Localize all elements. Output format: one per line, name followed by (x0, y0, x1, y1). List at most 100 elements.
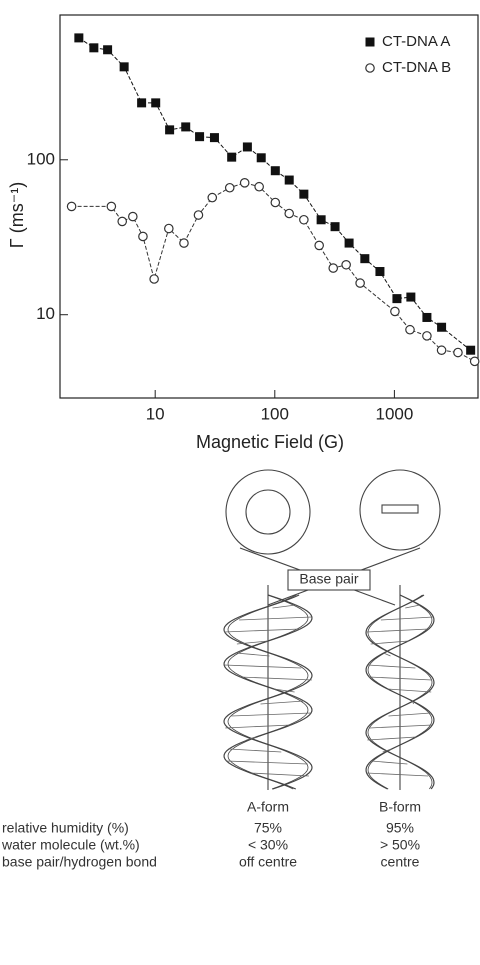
marker (366, 38, 375, 47)
marker (118, 217, 126, 225)
marker (329, 264, 337, 272)
marker (226, 184, 234, 192)
y-tick-label: 100 (27, 149, 55, 168)
row-cell: > 50% (380, 837, 420, 853)
marker (454, 348, 462, 356)
marker (422, 313, 431, 322)
base-rung (367, 773, 429, 776)
marker (271, 166, 280, 175)
marker (180, 239, 188, 247)
marker (129, 212, 137, 220)
base-rung (261, 701, 304, 704)
marker (255, 183, 263, 191)
marker (165, 224, 173, 232)
marker (391, 307, 399, 315)
b-form-ring (360, 470, 440, 550)
row-label: water molecule (wt.%) (1, 837, 140, 853)
marker (165, 125, 174, 134)
base-rung (384, 653, 391, 656)
marker (437, 323, 446, 332)
base-rung (231, 713, 311, 716)
a-form-ring (226, 470, 310, 554)
row-cell: centre (381, 854, 420, 870)
marker (375, 267, 384, 276)
marker (67, 202, 75, 210)
marker (299, 190, 308, 199)
marker (257, 153, 266, 162)
base-rung (368, 665, 416, 668)
row-cell: 75% (254, 820, 282, 836)
marker (243, 142, 252, 151)
marker (285, 176, 294, 185)
x-axis-title: Magnetic Field (G) (196, 432, 344, 452)
base-rung (388, 689, 432, 692)
base-rung (369, 677, 432, 680)
base-rung (370, 725, 433, 728)
row-cell: off centre (239, 854, 297, 870)
x-tick-label: 100 (261, 404, 289, 423)
y-axis-title: Γ (ms⁻¹) (7, 182, 27, 248)
base-rung (240, 677, 312, 680)
marker (356, 279, 364, 287)
marker (271, 198, 279, 206)
marker (120, 62, 129, 71)
marker (285, 209, 293, 217)
marker (406, 293, 415, 302)
row-cell: 95% (386, 820, 414, 836)
callout-label: Base pair (299, 571, 358, 587)
base-rung (224, 665, 301, 668)
marker (470, 357, 478, 365)
marker (208, 193, 216, 201)
base-rung (225, 725, 291, 728)
base-rung (236, 653, 270, 656)
base-rung (273, 605, 296, 608)
base-rung (371, 761, 407, 764)
base-rung (389, 713, 431, 716)
row-label: base pair/hydrogen bond (2, 854, 157, 870)
series-line (72, 183, 475, 361)
marker (103, 45, 112, 54)
marker (466, 346, 475, 355)
legend-label: CT-DNA B (382, 59, 451, 76)
row-label: relative humidity (%) (2, 820, 129, 836)
y-tick-label: 10 (36, 304, 55, 323)
b-form-base (382, 505, 418, 513)
x-tick-label: 1000 (375, 404, 413, 423)
base-rung (367, 629, 429, 632)
marker (227, 153, 236, 162)
marker (366, 64, 374, 72)
marker (195, 132, 204, 141)
base-rung (239, 617, 312, 620)
legend-label: CT-DNA A (382, 33, 450, 50)
marker (137, 98, 146, 107)
marker (423, 332, 431, 340)
marker (392, 294, 401, 303)
marker (210, 133, 219, 142)
marker (89, 43, 98, 52)
series-line (79, 38, 471, 350)
marker (107, 202, 115, 210)
base-rung (381, 617, 434, 620)
row-cell: < 30% (248, 837, 288, 853)
base-rung (367, 737, 416, 740)
column-label: A-form (247, 799, 289, 815)
marker (360, 254, 369, 263)
base-rung (405, 605, 420, 608)
marker (240, 179, 248, 187)
marker (345, 239, 354, 248)
marker (151, 98, 160, 107)
a-form-ring-inner (246, 490, 290, 534)
base-rung (229, 749, 281, 752)
marker (139, 232, 147, 240)
marker (331, 222, 340, 231)
marker (437, 346, 445, 354)
base-rung (224, 629, 300, 632)
x-tick-label: 10 (146, 404, 165, 423)
marker (150, 275, 158, 283)
marker (342, 261, 350, 269)
column-label: B-form (379, 799, 421, 815)
marker (74, 33, 83, 42)
base-rung (227, 761, 308, 764)
marker (406, 326, 414, 334)
helix-diagram (224, 470, 440, 790)
